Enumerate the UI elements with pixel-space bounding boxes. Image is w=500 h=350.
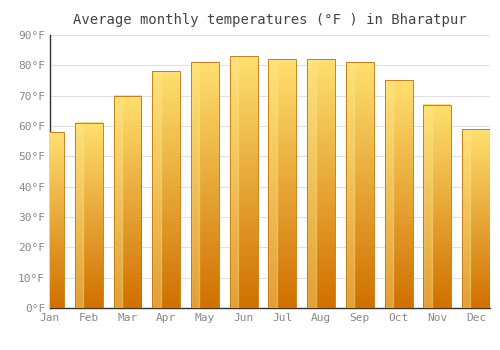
Bar [230,56,258,308]
Bar [152,71,180,308]
Bar [384,80,412,308]
Bar [384,80,412,308]
Bar [268,59,277,308]
Bar [75,123,83,308]
Bar [346,62,374,308]
Bar [75,123,102,308]
Bar [307,59,316,308]
Bar [346,62,374,308]
Bar [268,59,296,308]
Bar [75,123,102,308]
Bar [152,71,180,308]
Title: Average monthly temperatures (°F ) in Bharatpur: Average monthly temperatures (°F ) in Bh… [73,13,467,27]
Bar [462,129,490,308]
Bar [191,62,219,308]
Bar [307,59,335,308]
Bar [191,62,200,308]
Bar [424,105,432,308]
Bar [307,59,335,308]
Bar [424,105,452,308]
Bar [114,96,122,308]
Bar [424,105,452,308]
Bar [384,80,393,308]
Bar [36,132,64,308]
Bar [462,129,470,308]
Bar [36,132,44,308]
Bar [462,129,490,308]
Bar [191,62,219,308]
Bar [114,96,141,308]
Bar [346,62,354,308]
Bar [230,56,238,308]
Bar [36,132,64,308]
Bar [268,59,296,308]
Bar [230,56,258,308]
Bar [152,71,160,308]
Bar [114,96,141,308]
